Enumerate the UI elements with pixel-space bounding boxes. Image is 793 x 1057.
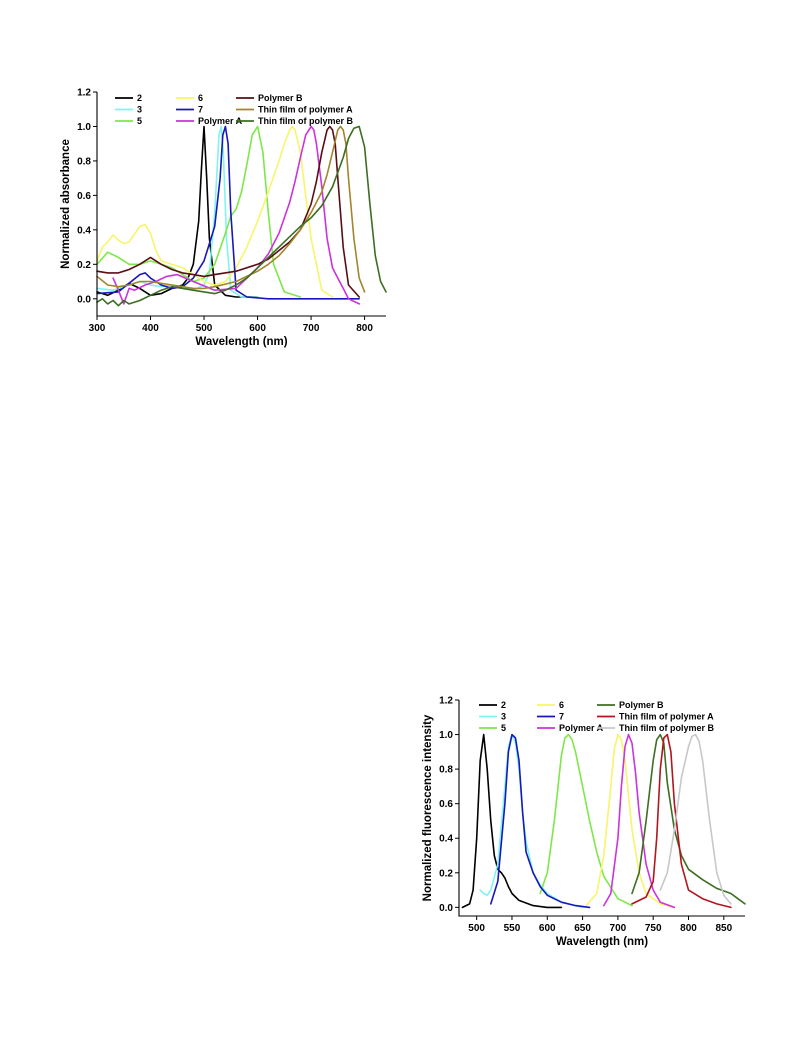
fl-legend-label: 7 [559, 712, 564, 722]
abs-legend-label: 2 [137, 93, 142, 103]
abs-series-line-5 [112, 125, 360, 305]
fl-x-tick-label: 750 [645, 923, 662, 934]
fl-legend-label: 5 [501, 723, 506, 733]
fl-x-tick-label: 650 [574, 923, 591, 934]
fl-x-tick-label: 850 [715, 923, 732, 934]
fl-series-line-3 [585, 733, 676, 909]
abs-y-tick-label: 0.0 [77, 294, 91, 305]
abs-y-tick-label: 0.6 [77, 191, 91, 202]
fl-x-tick-label: 700 [610, 923, 627, 934]
abs-x-tick-label: 500 [196, 323, 213, 334]
abs-legend-label: Thin film of polymer B [258, 116, 354, 126]
abs-legend-label: 3 [137, 105, 142, 115]
abs-series-line-8 [96, 125, 387, 307]
fl-series-line-6 [631, 733, 746, 905]
abs-x-tick-label: 600 [249, 323, 266, 334]
abs-y-tick-label: 1.0 [77, 122, 91, 133]
abs-y-tick-label: 0.2 [77, 260, 91, 271]
abs-series-line-4 [96, 125, 360, 300]
fl-x-tick-label: 500 [468, 923, 485, 934]
fl-legend-label: Thin film of polymer A [619, 712, 714, 722]
abs-legend-label: Thin film of polymer A [258, 105, 353, 115]
abs-series-line-3 [96, 125, 334, 298]
fl-series-line-1 [479, 733, 584, 909]
fl-x-tick-label: 800 [680, 923, 697, 934]
fl-series-line-0 [461, 733, 563, 909]
abs-x-tick-label: 800 [356, 323, 373, 334]
fl-x-axis-title: Wavelength (nm) [556, 936, 648, 948]
fl-x-tick-label: 600 [539, 923, 556, 934]
fl-y-tick-label: 1.2 [439, 696, 453, 707]
fl-legend-label: 2 [501, 700, 506, 710]
abs-x-tick-label: 300 [89, 323, 106, 334]
fl-legend-label: 6 [559, 700, 564, 710]
abs-legend-label: Polymer A [198, 116, 243, 126]
fl-legend-label: Polymer B [619, 700, 664, 710]
fl-y-axis-title: Normalized fluorescence intensity [422, 714, 434, 901]
abs-y-tick-label: 0.8 [77, 156, 91, 167]
fl-y-tick-label: 0.0 [439, 903, 453, 914]
fl-y-tick-label: 0.6 [439, 799, 453, 810]
fl-legend-label: Thin film of polymer B [619, 723, 715, 733]
abs-y-tick-label: 1.2 [77, 88, 91, 99]
abs-legend-label: 7 [198, 105, 203, 115]
fl-y-tick-label: 0.2 [439, 868, 453, 879]
abs-x-tick-label: 400 [142, 323, 159, 334]
abs-series-line-7 [96, 125, 366, 293]
abs-x-axis-title: Wavelength (nm) [195, 336, 287, 348]
fl-series-line-7 [631, 733, 732, 909]
fl-legend-label: Polymer A [559, 723, 604, 733]
abs-y-tick-label: 0.4 [77, 225, 91, 236]
fl-y-tick-label: 1.0 [439, 730, 453, 741]
abs-y-axis-title: Normalized absorbance [60, 139, 72, 269]
fl-axes [458, 700, 745, 917]
fl-series-line-8 [659, 733, 732, 905]
abs-x-tick-label: 700 [303, 323, 320, 334]
fl-series-line-2 [539, 733, 633, 907]
abs-series-line-6 [96, 125, 360, 298]
fl-x-tick-label: 550 [504, 923, 521, 934]
fl-series-line-5 [603, 733, 676, 909]
abs-legend-label: Polymer B [258, 93, 303, 103]
abs-legend-label: 5 [137, 116, 142, 126]
abs-legend-label: 6 [198, 93, 203, 103]
fl-series-line-4 [490, 733, 591, 909]
fl-y-tick-label: 0.8 [439, 765, 453, 776]
fl-y-tick-label: 0.4 [439, 834, 453, 845]
fl-legend-label: 3 [501, 712, 506, 722]
